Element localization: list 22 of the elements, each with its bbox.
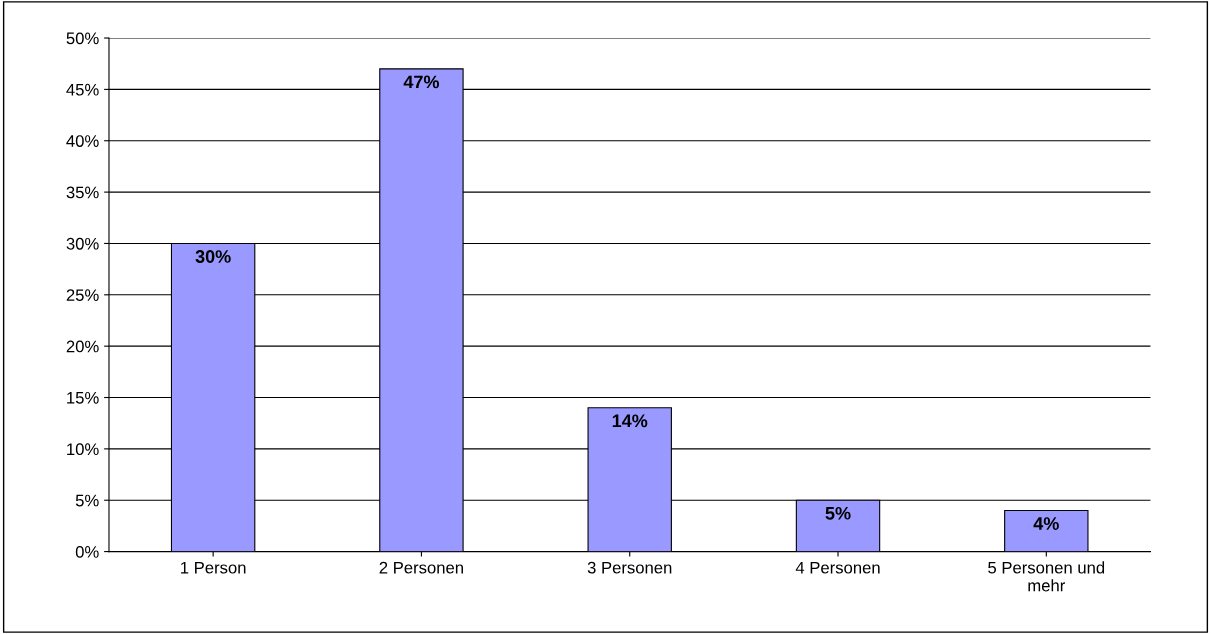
bar bbox=[1004, 509, 1089, 552]
x-tick-label: 3 Personen bbox=[587, 561, 672, 574]
y-tick-label: 10% bbox=[67, 443, 99, 456]
y-tick-label: 5% bbox=[75, 494, 99, 507]
x-tick-label: 4 Personen bbox=[795, 561, 880, 574]
x-tick-label: 2 Personen bbox=[379, 561, 463, 574]
data-label: 4% bbox=[1033, 517, 1059, 530]
y-tick-label: 0% bbox=[75, 545, 99, 558]
y-tick-label: 20% bbox=[66, 340, 99, 353]
y-tick-label: 35% bbox=[66, 186, 99, 199]
y-tick-label: 25% bbox=[66, 289, 99, 302]
x-tick-label: 5 Personen und mehr bbox=[988, 561, 1105, 592]
y-tick-label: 50% bbox=[66, 32, 99, 45]
y-tick-label: 15% bbox=[67, 391, 99, 404]
data-label: 47% bbox=[403, 75, 440, 89]
y-tick-label: 40% bbox=[66, 135, 99, 147]
data-label: 30% bbox=[195, 250, 231, 263]
x-tick-label: 1 Person bbox=[181, 561, 246, 574]
y-tick-label: 45% bbox=[66, 83, 99, 96]
data-label: 5% bbox=[825, 506, 851, 520]
y-tick-label: 30% bbox=[66, 237, 99, 250]
data-label: 14% bbox=[612, 414, 648, 428]
